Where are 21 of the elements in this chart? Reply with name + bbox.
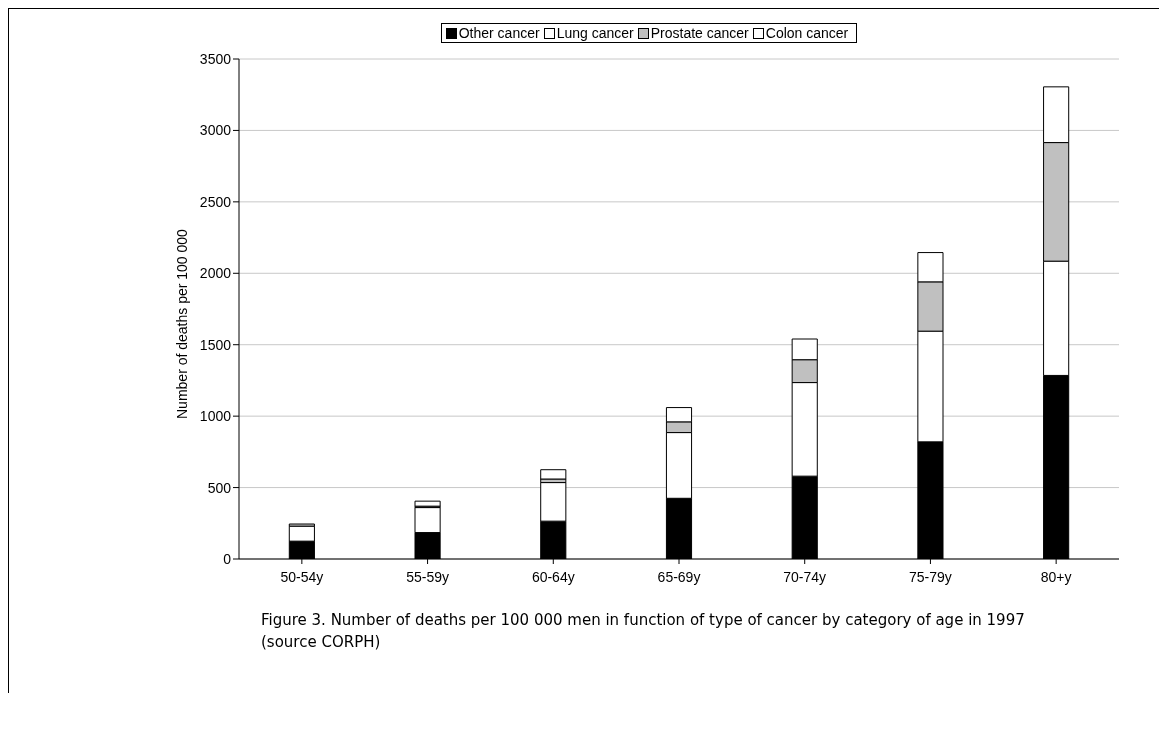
y-axis-title: Number of deaths per 100 000 xyxy=(173,228,190,419)
x-tick-label: 60-64y xyxy=(531,568,575,585)
y-tick-label: 0 xyxy=(223,550,232,567)
legend-label: Other cancer xyxy=(457,25,540,41)
y-tick-label: 500 xyxy=(207,479,232,496)
caption: Figure 3. Number of deaths per 100 000 men in function of type of cancer by category of age in 1997 (source CORPH) xyxy=(261,610,1026,653)
y-tick-label: 1000 xyxy=(199,408,232,425)
y-tick-label: 2000 xyxy=(199,265,232,282)
y-tick-label: 1500 xyxy=(199,336,232,353)
x-tick-label: 80+y xyxy=(1040,568,1072,585)
y-tick-label: 3000 xyxy=(199,122,232,139)
x-tick-label: 50-54y xyxy=(280,568,324,585)
y-tick-label: 2500 xyxy=(199,193,232,210)
legend-label: Prostate cancer xyxy=(649,25,749,41)
y-tick-label: 3500 xyxy=(199,50,232,67)
x-tick-label: 70-74y xyxy=(783,568,827,585)
legend-label: Colon cancer xyxy=(764,25,849,41)
legend-label: Lung cancer xyxy=(555,25,634,41)
x-tick-label: 65-69y xyxy=(657,568,701,585)
x-tick-label: 55-59y xyxy=(406,568,449,585)
x-tick-label: 75-79y xyxy=(909,568,952,585)
